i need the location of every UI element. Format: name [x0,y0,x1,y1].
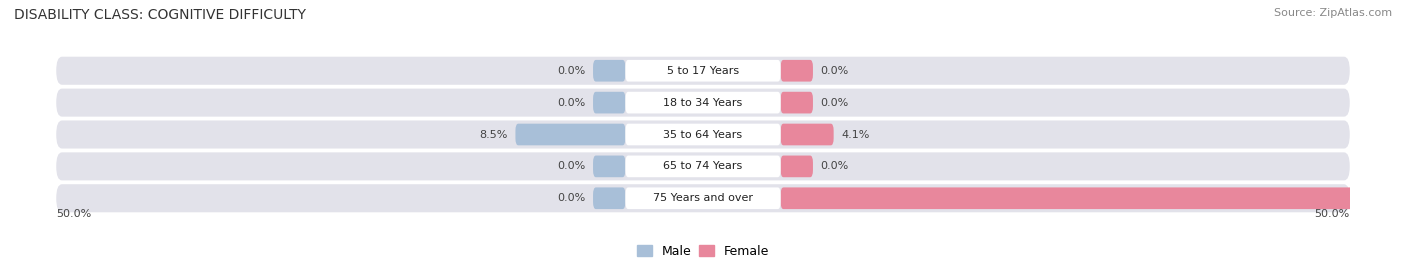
Text: 0.0%: 0.0% [821,98,849,108]
FancyBboxPatch shape [780,60,813,82]
Text: DISABILITY CLASS: COGNITIVE DIFFICULTY: DISABILITY CLASS: COGNITIVE DIFFICULTY [14,8,307,22]
FancyBboxPatch shape [593,60,626,82]
Text: 0.0%: 0.0% [557,66,585,76]
FancyBboxPatch shape [626,124,780,145]
Text: 18 to 34 Years: 18 to 34 Years [664,98,742,108]
FancyBboxPatch shape [56,152,1350,180]
Text: Source: ZipAtlas.com: Source: ZipAtlas.com [1274,8,1392,18]
Legend: Male, Female: Male, Female [631,239,775,263]
Text: 0.0%: 0.0% [821,161,849,171]
FancyBboxPatch shape [56,184,1350,212]
Text: 50.0%: 50.0% [1315,209,1350,219]
FancyBboxPatch shape [626,92,780,114]
FancyBboxPatch shape [593,155,626,177]
FancyBboxPatch shape [780,92,813,114]
FancyBboxPatch shape [56,121,1350,148]
Text: 0.0%: 0.0% [821,66,849,76]
FancyBboxPatch shape [56,57,1350,85]
FancyBboxPatch shape [56,89,1350,117]
FancyBboxPatch shape [780,155,813,177]
FancyBboxPatch shape [626,187,780,209]
Text: 65 to 74 Years: 65 to 74 Years [664,161,742,171]
Text: 75 Years and over: 75 Years and over [652,193,754,203]
Text: 35 to 64 Years: 35 to 64 Years [664,129,742,140]
Text: 50.0%: 50.0% [56,209,91,219]
FancyBboxPatch shape [780,187,1406,209]
Text: 0.0%: 0.0% [557,98,585,108]
FancyBboxPatch shape [593,92,626,114]
Text: 5 to 17 Years: 5 to 17 Years [666,66,740,76]
FancyBboxPatch shape [780,124,834,145]
Text: 4.1%: 4.1% [841,129,870,140]
Text: 0.0%: 0.0% [557,193,585,203]
FancyBboxPatch shape [516,124,626,145]
FancyBboxPatch shape [593,187,626,209]
Text: 8.5%: 8.5% [479,129,508,140]
FancyBboxPatch shape [626,60,780,82]
FancyBboxPatch shape [626,155,780,177]
Text: 0.0%: 0.0% [557,161,585,171]
